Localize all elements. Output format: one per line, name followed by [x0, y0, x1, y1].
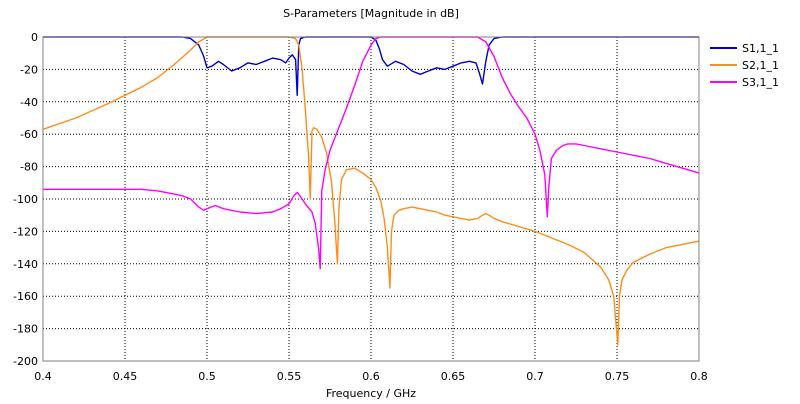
x-tick-label: 0.7	[526, 370, 544, 383]
legend-label-1: S1,1_1	[742, 42, 779, 55]
series-lines	[42, 36, 700, 346]
x-tick-label: 0.4	[34, 370, 52, 383]
series-line-1	[43, 36, 699, 97]
chart-title: S-Parameters [Magnitude in dB]	[283, 7, 459, 20]
x-tick-label: 0.75	[605, 370, 630, 383]
y-tick-label: -160	[13, 290, 38, 303]
y-tick-label: -20	[20, 63, 38, 76]
y-tick-label: -60	[20, 128, 38, 141]
y-tick-label: -80	[20, 161, 38, 174]
x-tick-label: 0.55	[277, 370, 302, 383]
y-tick-label: -100	[13, 193, 38, 206]
y-tick-label: -200	[13, 355, 38, 368]
x-tick-label: 0.8	[690, 370, 708, 383]
x-tick-label: 0.6	[362, 370, 380, 383]
y-tick-label: -180	[13, 323, 38, 336]
x-tick-label: 0.45	[113, 370, 138, 383]
x-tick-label: 0.5	[198, 370, 216, 383]
legend-label-2: S2,1_1	[742, 59, 779, 72]
legend: S1,1_1 S2,1_1 S3,1_1	[710, 42, 779, 89]
y-tick-label: -120	[13, 225, 38, 238]
series-line-3	[43, 36, 700, 270]
grid	[43, 37, 699, 361]
series-line-2	[42, 36, 700, 346]
y-tick-label: -40	[20, 96, 38, 109]
tick-labels: 0.4 0.45 0.5 0.55 0.6 0.65 0.7 0.75 0.8 0 -20 -40 -6…	[13, 31, 708, 383]
x-axis-title: Frequency / GHz	[326, 387, 416, 400]
y-tick-label: 0	[31, 31, 38, 44]
x-tick-label: 0.65	[441, 370, 466, 383]
y-tick-label: -140	[13, 258, 38, 271]
legend-label-3: S3,1_1	[742, 76, 779, 89]
plot-frame	[42, 36, 700, 362]
